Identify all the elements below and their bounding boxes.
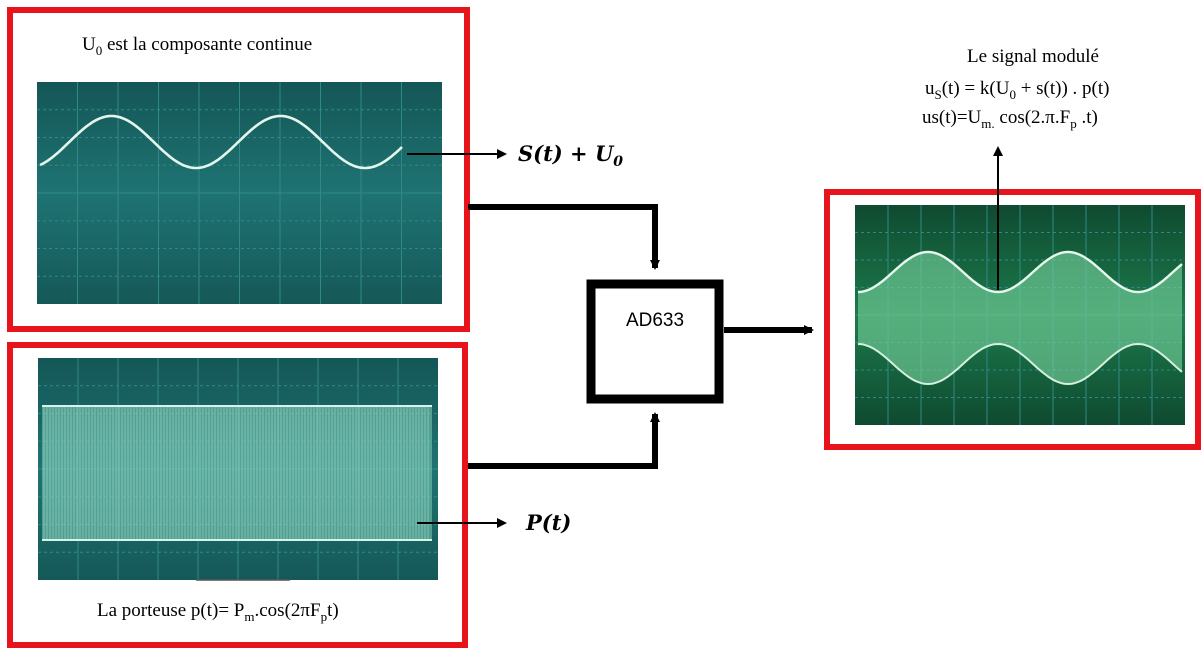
carrier-panel: La porteuse p(t)= Pm.cos(2πFpt) — [7, 342, 468, 648]
modulated-envelope-fill — [858, 252, 1182, 384]
carrier-trace — [43, 406, 429, 540]
carrier-caption: La porteuse p(t)= Pm.cos(2πFpt) — [97, 600, 339, 624]
carrier-oscilloscope-screen — [38, 358, 438, 580]
modulated-upper-envelope — [857, 250, 1183, 294]
signal-oscilloscope-screen — [37, 82, 442, 304]
signal-trace — [39, 114, 403, 170]
signal-panel: U0 est la composante continue — [7, 7, 470, 332]
modulated-annotation: Le signal modulé uS(t) = k(U0 + s(t)) . … — [922, 46, 1110, 131]
ad633-label: AD633 — [626, 310, 684, 331]
modulated-title: Le signal modulé — [967, 46, 1099, 67]
modulated-equation-1: uS(t) = k(U0 + s(t)) . p(t) — [925, 78, 1110, 102]
modulated-lower-envelope — [857, 342, 1183, 386]
connectors — [407, 146, 1003, 528]
ad633-multiplier-block: AD633 — [586, 279, 724, 404]
signal-output-label: S(t) + U0 — [518, 141, 623, 170]
modulated-oscilloscope-screen — [855, 205, 1185, 425]
modulated-panel — [824, 189, 1201, 450]
carrier-envelope-fill — [42, 406, 432, 540]
carrier-output-label: P(t) — [525, 510, 571, 535]
modulated-equation-2: us(t)=Um. cos(2.π.Fp .t) — [922, 107, 1098, 131]
arrow-up-icon — [468, 412, 660, 469]
signal-caption: U0 est la composante continue — [82, 34, 312, 58]
arrow-down-icon — [468, 204, 660, 270]
